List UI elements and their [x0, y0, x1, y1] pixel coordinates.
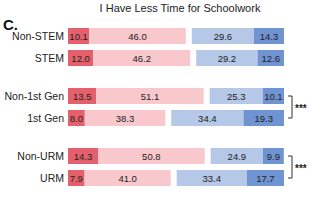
title: I Have Less Time for Schoolwork [100, 2, 261, 14]
category-label: STEM [35, 52, 64, 64]
bar-segment [243, 110, 284, 126]
significance-bracket [288, 96, 292, 118]
data-label: 12.0 [71, 53, 90, 64]
bar-segment [68, 110, 85, 126]
data-label: 50.8 [142, 151, 161, 162]
significance-label: *** [295, 103, 307, 114]
data-label: 12.6 [262, 53, 281, 64]
data-label: 25.3 [227, 91, 246, 102]
category-label: 1st Gen [27, 112, 64, 124]
category-label: URM [40, 172, 64, 184]
data-label: 13.5 [73, 91, 92, 102]
bar-segment [254, 28, 284, 44]
data-label: 9.9 [267, 151, 280, 162]
significance-bracket [288, 156, 292, 178]
bar-segment [96, 88, 203, 104]
data-label: 8.0 [70, 113, 83, 124]
bar-segment [263, 88, 284, 104]
significance-label: *** [295, 163, 307, 174]
bar-segment [171, 110, 243, 126]
data-label: 46.0 [128, 31, 147, 42]
data-labels: 10.1 46.0 29.6 14.3 12.0 46.2 29.2 12.6 13.5 51.1… [69, 31, 282, 184]
bar-segment [211, 148, 263, 164]
bar-segment [68, 28, 89, 44]
data-label: 14.3 [74, 151, 93, 162]
data-label: 46.2 [132, 53, 151, 64]
bar-segment [247, 170, 284, 186]
data-label: 24.9 [228, 151, 247, 162]
bar-segment [98, 148, 205, 164]
bar-segment [85, 110, 165, 126]
data-label: 10.1 [69, 31, 88, 42]
bars [68, 28, 284, 186]
data-label: 14.3 [260, 31, 279, 42]
bar-segment [89, 28, 186, 44]
bar-segment [68, 88, 96, 104]
data-label: 19.3 [254, 113, 273, 124]
data-label: 33.4 [203, 173, 222, 184]
category-label: Non-STEM [12, 30, 64, 42]
bar-segment [93, 50, 190, 66]
data-label: 29.2 [218, 53, 237, 64]
chart: I Have Less Time for SchoolworkC.10.146.… [0, 0, 309, 200]
data-label: 34.4 [198, 113, 217, 124]
category-label: Non-1st Gen [4, 90, 64, 102]
bar-segment [68, 50, 93, 66]
data-label: 38.3 [116, 113, 135, 124]
bar-segment [68, 170, 85, 186]
bar-segment [263, 148, 284, 164]
bar-segment [196, 50, 257, 66]
data-label: 17.7 [256, 173, 275, 184]
bar-segment [192, 28, 254, 44]
bar-segment [68, 148, 98, 164]
data-label: 7.9 [70, 173, 83, 184]
data-label: 10.1 [264, 91, 283, 102]
bar-segment [85, 170, 171, 186]
bar-segment [258, 50, 284, 66]
data-label: 29.6 [214, 31, 233, 42]
data-label: 41.0 [118, 173, 137, 184]
category-label: Non-URM [17, 150, 64, 162]
bar-segment [210, 88, 263, 104]
data-label: 51.1 [141, 91, 160, 102]
bar-segment [177, 170, 247, 186]
